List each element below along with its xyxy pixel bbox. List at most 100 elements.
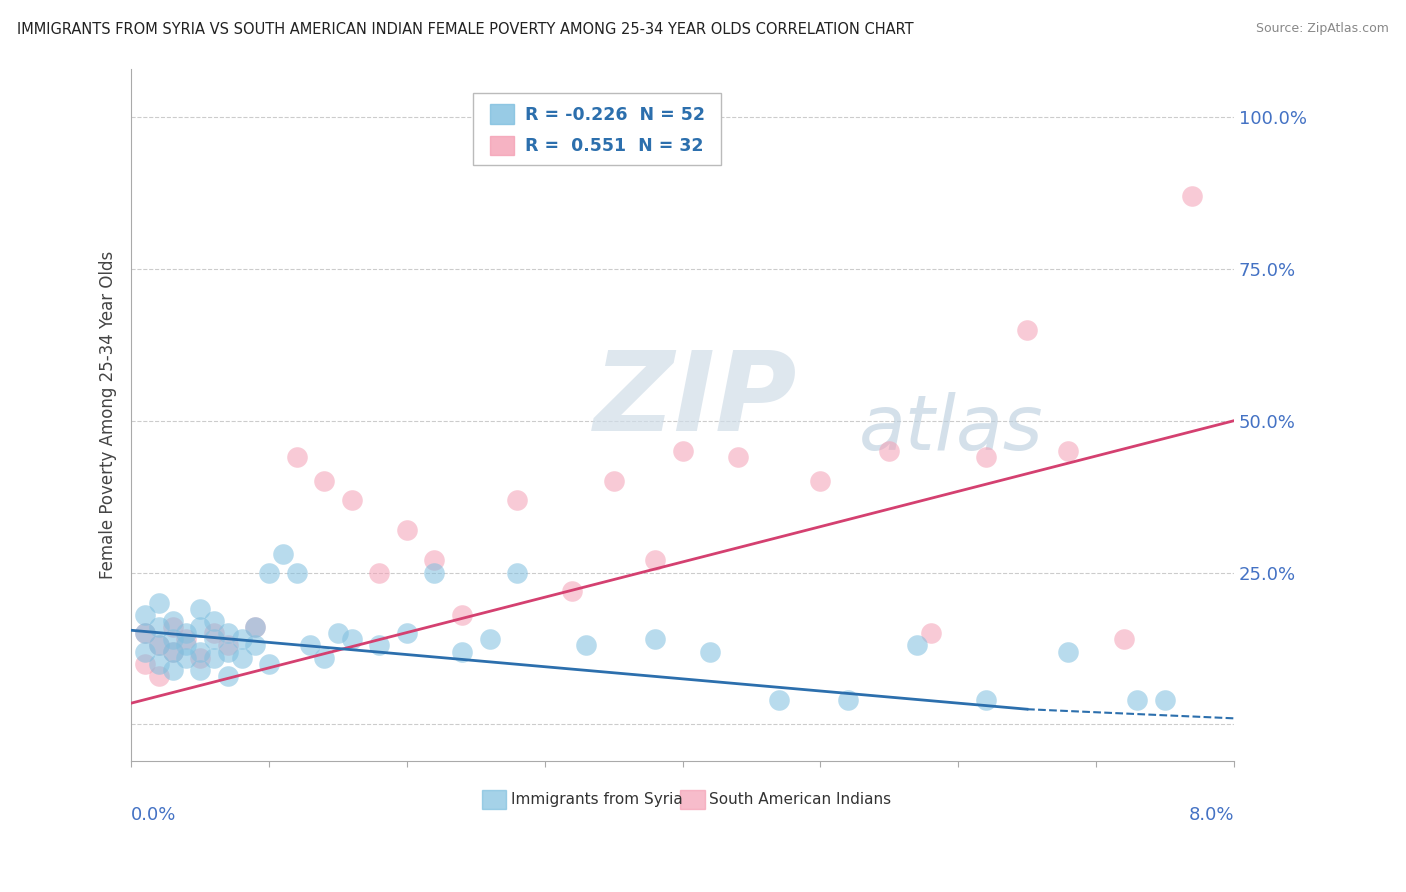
Point	[395, 626, 418, 640]
FancyBboxPatch shape	[482, 790, 506, 809]
Point	[314, 475, 336, 489]
Point	[699, 644, 721, 658]
Point	[314, 650, 336, 665]
Point	[423, 553, 446, 567]
Point	[188, 644, 211, 658]
Point	[326, 626, 349, 640]
Point	[451, 644, 474, 658]
Point	[134, 626, 156, 640]
Point	[202, 614, 225, 628]
Point	[176, 632, 198, 647]
Point	[905, 639, 928, 653]
Text: Source: ZipAtlas.com: Source: ZipAtlas.com	[1256, 22, 1389, 36]
Point	[162, 632, 184, 647]
Point	[368, 639, 391, 653]
Point	[148, 596, 170, 610]
Point	[727, 450, 749, 465]
Point	[188, 620, 211, 634]
Point	[602, 475, 624, 489]
FancyBboxPatch shape	[681, 790, 704, 809]
Point	[451, 608, 474, 623]
Point	[423, 566, 446, 580]
Point	[217, 644, 239, 658]
Point	[395, 523, 418, 537]
Point	[768, 693, 790, 707]
Point	[877, 444, 900, 458]
Point	[920, 626, 942, 640]
Point	[162, 644, 184, 658]
Point	[340, 632, 363, 647]
Point	[1126, 693, 1149, 707]
Point	[974, 693, 997, 707]
Point	[671, 444, 693, 458]
Point	[134, 626, 156, 640]
Point	[134, 608, 156, 623]
Point	[148, 639, 170, 653]
Point	[148, 657, 170, 671]
Point	[1112, 632, 1135, 647]
Point	[148, 620, 170, 634]
Point	[162, 614, 184, 628]
Point	[478, 632, 501, 647]
Point	[257, 566, 280, 580]
Point	[561, 583, 583, 598]
Point	[231, 632, 253, 647]
Point	[245, 620, 267, 634]
Point	[644, 553, 666, 567]
Text: Immigrants from Syria: Immigrants from Syria	[510, 792, 682, 807]
Point	[506, 492, 529, 507]
Point	[134, 644, 156, 658]
Point	[808, 475, 831, 489]
Text: R =  0.551  N = 32: R = 0.551 N = 32	[524, 137, 703, 155]
Point	[974, 450, 997, 465]
Point	[271, 547, 294, 561]
Text: 8.0%: 8.0%	[1188, 805, 1234, 824]
Point	[162, 663, 184, 677]
Point	[148, 639, 170, 653]
Point	[217, 626, 239, 640]
Point	[1153, 693, 1175, 707]
Point	[1057, 444, 1080, 458]
Point	[245, 639, 267, 653]
Point	[217, 639, 239, 653]
Point	[162, 620, 184, 634]
Point	[176, 639, 198, 653]
FancyBboxPatch shape	[489, 104, 513, 124]
Point	[148, 669, 170, 683]
FancyBboxPatch shape	[472, 93, 721, 165]
Point	[134, 657, 156, 671]
Point	[368, 566, 391, 580]
Point	[644, 632, 666, 647]
Point	[1015, 323, 1038, 337]
Point	[285, 566, 308, 580]
Point	[202, 650, 225, 665]
Point	[188, 602, 211, 616]
Point	[340, 492, 363, 507]
Point	[231, 650, 253, 665]
Point	[202, 626, 225, 640]
Text: R = -0.226  N = 52: R = -0.226 N = 52	[524, 105, 704, 124]
Point	[257, 657, 280, 671]
Text: 0.0%: 0.0%	[131, 805, 177, 824]
Point	[162, 644, 184, 658]
Point	[245, 620, 267, 634]
Point	[217, 669, 239, 683]
Text: atlas: atlas	[859, 392, 1043, 466]
Point	[188, 650, 211, 665]
Point	[837, 693, 859, 707]
Point	[299, 639, 322, 653]
Point	[285, 450, 308, 465]
Point	[202, 632, 225, 647]
Text: South American Indians: South American Indians	[709, 792, 891, 807]
Text: IMMIGRANTS FROM SYRIA VS SOUTH AMERICAN INDIAN FEMALE POVERTY AMONG 25-34 YEAR O: IMMIGRANTS FROM SYRIA VS SOUTH AMERICAN …	[17, 22, 914, 37]
Text: ZIP: ZIP	[595, 347, 797, 454]
Y-axis label: Female Poverty Among 25-34 Year Olds: Female Poverty Among 25-34 Year Olds	[100, 251, 117, 579]
Point	[506, 566, 529, 580]
FancyBboxPatch shape	[489, 136, 513, 155]
Point	[176, 626, 198, 640]
Point	[176, 650, 198, 665]
Point	[1181, 189, 1204, 203]
Point	[188, 663, 211, 677]
Point	[575, 639, 598, 653]
Point	[1057, 644, 1080, 658]
